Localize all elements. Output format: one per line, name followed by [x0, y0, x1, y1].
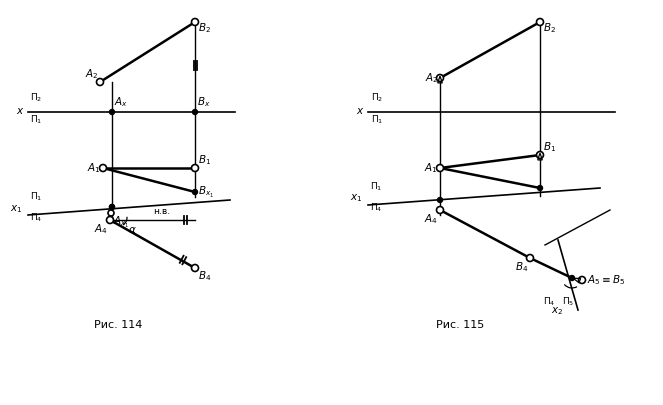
- Circle shape: [108, 210, 114, 216]
- Text: $A_5 \equiv B_5$: $A_5 \equiv B_5$: [587, 273, 625, 287]
- Text: $A_2$: $A_2$: [424, 71, 438, 85]
- Circle shape: [579, 277, 585, 283]
- Text: $B_1$: $B_1$: [198, 153, 211, 167]
- Text: $A_1$: $A_1$: [424, 161, 438, 175]
- Text: $B_x$: $B_x$: [197, 95, 210, 109]
- Text: $x_1$: $x_1$: [9, 203, 22, 215]
- Text: $Π_4$: $Π_4$: [30, 212, 42, 224]
- Circle shape: [192, 19, 198, 26]
- Text: $Π_5$: $Π_5$: [562, 295, 574, 307]
- Circle shape: [536, 151, 544, 158]
- Text: $B_4$: $B_4$: [514, 260, 528, 274]
- Text: Рис. 114: Рис. 114: [93, 320, 142, 330]
- Text: $B_{x_1}$: $B_{x_1}$: [198, 184, 214, 200]
- Text: $A_x$: $A_x$: [114, 95, 128, 109]
- Circle shape: [526, 254, 534, 262]
- Text: $Π_1$: $Π_1$: [30, 113, 42, 126]
- Text: $Π_2$: $Π_2$: [30, 92, 42, 104]
- Text: $x_1$: $x_1$: [349, 192, 362, 204]
- Circle shape: [99, 164, 107, 171]
- Circle shape: [436, 164, 444, 171]
- Text: $Π_1$: $Π_1$: [370, 181, 383, 193]
- Text: $A_1$: $A_1$: [88, 161, 101, 175]
- Circle shape: [192, 264, 198, 271]
- Circle shape: [109, 205, 115, 209]
- Circle shape: [109, 205, 115, 209]
- Circle shape: [538, 185, 542, 190]
- Text: $B_1$: $B_1$: [543, 140, 556, 154]
- Text: $A_2$: $A_2$: [84, 67, 98, 81]
- Circle shape: [97, 79, 103, 85]
- Text: $B_4$: $B_4$: [198, 269, 211, 283]
- Circle shape: [438, 198, 442, 202]
- Circle shape: [570, 275, 575, 281]
- Text: $x$: $x$: [15, 106, 24, 116]
- Text: $x$: $x$: [355, 106, 364, 116]
- Text: $Π_1$: $Π_1$: [30, 190, 42, 203]
- Circle shape: [107, 217, 113, 224]
- Text: $B_2$: $B_2$: [198, 21, 211, 35]
- Circle shape: [192, 164, 198, 171]
- Text: $\alpha$: $\alpha$: [128, 225, 137, 235]
- Circle shape: [192, 190, 198, 194]
- Circle shape: [192, 109, 198, 115]
- Circle shape: [436, 75, 444, 81]
- Text: $Π_2$: $Π_2$: [371, 92, 383, 104]
- Text: Рис. 115: Рис. 115: [436, 320, 484, 330]
- Circle shape: [109, 109, 115, 115]
- Text: н.в.: н.в.: [153, 207, 170, 216]
- Text: $B_2$: $B_2$: [543, 21, 556, 35]
- Text: $Π_4$: $Π_4$: [370, 202, 383, 215]
- Text: $A_4$: $A_4$: [424, 212, 438, 226]
- Text: $A_4$: $A_4$: [94, 222, 108, 236]
- Circle shape: [436, 207, 444, 213]
- Text: $x_2$: $x_2$: [551, 305, 563, 317]
- Text: $Π_4$: $Π_4$: [542, 295, 555, 307]
- Text: $Π_1$: $Π_1$: [371, 113, 383, 126]
- Text: $A_{x_1}$: $A_{x_1}$: [113, 215, 130, 230]
- Circle shape: [536, 19, 544, 26]
